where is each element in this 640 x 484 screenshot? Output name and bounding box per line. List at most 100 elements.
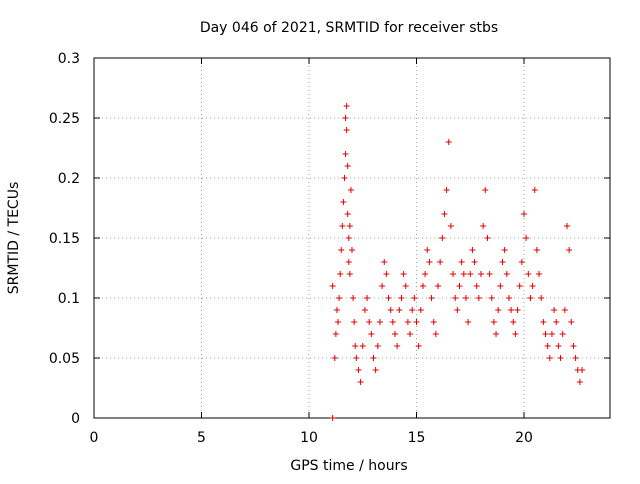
data-point <box>536 271 543 277</box>
data-point <box>366 319 373 325</box>
data-point <box>548 331 555 337</box>
data-point <box>484 235 491 241</box>
data-point <box>337 271 344 277</box>
data-point <box>404 319 411 325</box>
y-axis-label: SRMTID / TECUs <box>6 182 22 295</box>
data-point <box>458 259 465 265</box>
data-point <box>497 283 504 289</box>
data-point <box>359 343 366 349</box>
data-point <box>518 259 525 265</box>
data-point <box>523 235 530 241</box>
data-point <box>460 271 467 277</box>
data-point <box>346 223 353 229</box>
data-point <box>407 331 414 337</box>
data-point <box>471 259 478 265</box>
data-point <box>566 247 573 253</box>
data-point <box>503 271 510 277</box>
data-point <box>546 355 553 361</box>
data-point <box>426 259 433 265</box>
data-point <box>473 283 480 289</box>
data-point <box>430 319 437 325</box>
data-point <box>350 295 357 301</box>
data-point <box>439 235 446 241</box>
data-point <box>428 295 435 301</box>
data-point <box>478 271 484 277</box>
data-point <box>542 331 549 337</box>
data-point <box>465 319 472 325</box>
data-point <box>538 295 545 301</box>
data-point <box>561 307 568 313</box>
data-point <box>454 307 461 313</box>
data-point <box>508 307 515 313</box>
y-tick-label: 0.2 <box>58 171 80 187</box>
data-point <box>333 307 340 313</box>
data-point <box>392 331 398 337</box>
data-point <box>462 295 469 301</box>
data-point <box>344 163 351 169</box>
data-point <box>424 247 431 253</box>
data-point <box>435 283 441 289</box>
data-point <box>343 103 350 109</box>
data-point <box>527 295 534 301</box>
data-point <box>505 295 512 301</box>
data-point <box>342 115 349 121</box>
data-point <box>559 331 566 337</box>
data-point <box>361 307 368 313</box>
data-point <box>394 343 401 349</box>
data-point <box>329 415 336 421</box>
data-point <box>531 187 538 193</box>
data-point <box>352 343 359 349</box>
data-point <box>419 283 426 289</box>
data-point <box>443 187 450 193</box>
data-point <box>469 247 476 253</box>
data-point <box>490 319 497 325</box>
data-point <box>338 247 345 253</box>
data-point <box>441 211 448 217</box>
data-point <box>357 379 364 385</box>
data-point <box>389 319 396 325</box>
data-point <box>467 271 474 277</box>
data-point <box>450 271 457 277</box>
data-point <box>376 319 383 325</box>
data-points <box>329 103 586 421</box>
data-point <box>385 295 392 301</box>
data-point <box>495 307 502 313</box>
data-point <box>432 331 439 337</box>
y-tick-label: 0 <box>71 411 80 427</box>
data-point <box>342 151 349 157</box>
data-point <box>409 307 416 313</box>
data-point <box>480 223 487 229</box>
data-point <box>368 331 375 337</box>
data-point <box>512 331 519 337</box>
x-axis-label: GPS time / hours <box>290 458 407 474</box>
data-point <box>345 235 352 241</box>
data-point <box>525 271 532 277</box>
data-point <box>452 295 459 301</box>
data-point <box>332 331 339 337</box>
data-point <box>415 343 422 349</box>
data-point <box>557 355 564 361</box>
x-tick-label: 10 <box>300 430 318 446</box>
y-tick-label: 0.25 <box>49 111 80 127</box>
data-point <box>372 367 379 373</box>
data-point <box>381 259 388 265</box>
data-point <box>521 211 527 217</box>
data-point <box>551 307 558 313</box>
data-point <box>501 247 508 253</box>
data-point <box>437 259 444 265</box>
data-point <box>564 223 570 229</box>
x-tick-label: 5 <box>197 430 206 446</box>
data-point <box>355 367 362 373</box>
y-tick-label: 0.05 <box>49 351 80 367</box>
data-point <box>331 355 338 361</box>
data-point <box>529 283 536 289</box>
data-point <box>486 271 493 277</box>
data-point <box>540 319 547 325</box>
data-point <box>387 307 394 313</box>
data-point <box>516 283 523 289</box>
data-point <box>400 271 407 277</box>
data-point <box>499 259 506 265</box>
y-tick-label: 0.15 <box>49 231 80 247</box>
